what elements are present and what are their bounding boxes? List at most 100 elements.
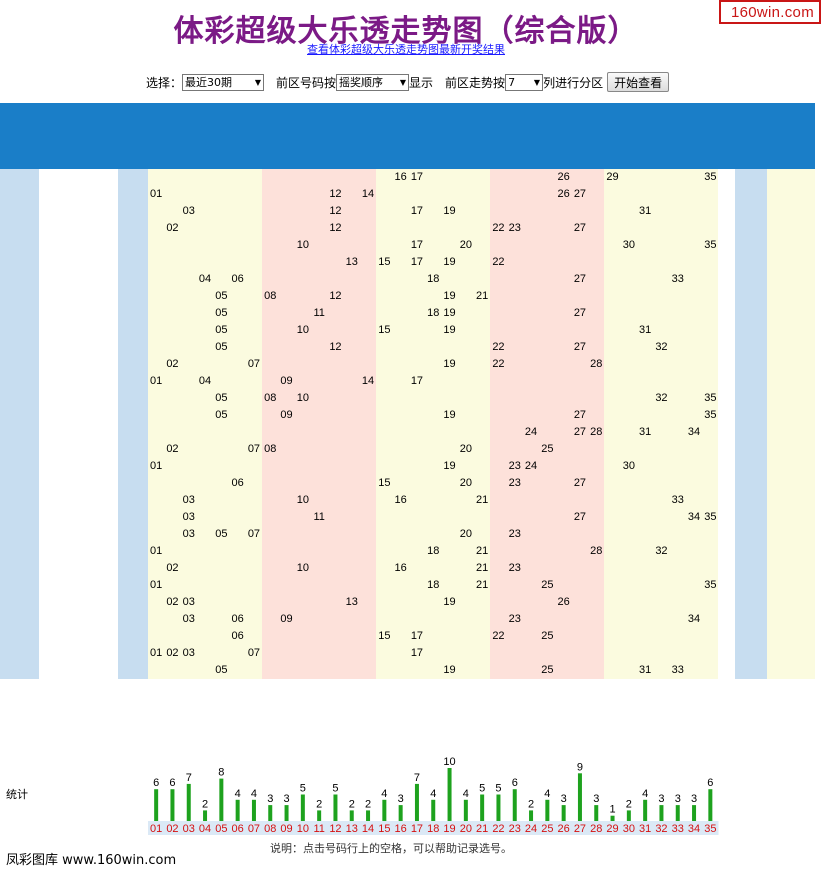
trend-cell[interactable] bbox=[458, 424, 474, 441]
trend-cell[interactable] bbox=[637, 577, 653, 594]
trend-cell[interactable] bbox=[197, 594, 213, 611]
trend-cell[interactable] bbox=[702, 458, 718, 475]
trend-cell[interactable] bbox=[295, 288, 311, 305]
trend-cell[interactable] bbox=[621, 543, 637, 560]
trend-cell[interactable] bbox=[441, 560, 457, 577]
trend-cell[interactable] bbox=[360, 424, 376, 441]
trend-cell[interactable] bbox=[213, 237, 229, 254]
trend-cell[interactable] bbox=[409, 475, 425, 492]
trend-cell[interactable] bbox=[393, 322, 409, 339]
trend-cell[interactable] bbox=[295, 186, 311, 203]
trend-cell[interactable] bbox=[181, 543, 197, 560]
trend-cell[interactable] bbox=[458, 186, 474, 203]
trend-hit[interactable]: 17 bbox=[410, 375, 424, 387]
trend-cell[interactable] bbox=[327, 407, 343, 424]
trend-cell[interactable] bbox=[344, 186, 360, 203]
trend-cell[interactable] bbox=[148, 254, 164, 271]
trend-cell[interactable] bbox=[360, 594, 376, 611]
trend-cell[interactable] bbox=[474, 458, 490, 475]
trend-cell[interactable] bbox=[164, 237, 180, 254]
trend-cell[interactable] bbox=[621, 662, 637, 679]
trend-cell[interactable] bbox=[458, 594, 474, 611]
trend-cell[interactable] bbox=[572, 441, 588, 458]
trend-cell[interactable] bbox=[458, 458, 474, 475]
trend-cell[interactable] bbox=[278, 475, 294, 492]
trend-hit[interactable]: 35 bbox=[704, 511, 717, 523]
trend-cell[interactable] bbox=[490, 373, 506, 390]
trend-cell[interactable] bbox=[393, 543, 409, 560]
trend-cell[interactable] bbox=[702, 662, 718, 679]
trend-hit[interactable]: 09 bbox=[280, 613, 293, 625]
trend-cell[interactable] bbox=[637, 560, 653, 577]
trend-cell[interactable] bbox=[572, 560, 588, 577]
columns-select[interactable]: 7 ▼ bbox=[505, 73, 544, 91]
trend-cell[interactable] bbox=[295, 526, 311, 543]
trend-cell[interactable] bbox=[230, 322, 246, 339]
trend-cell[interactable] bbox=[523, 271, 539, 288]
trend-cell[interactable] bbox=[637, 220, 653, 237]
trend-cell[interactable] bbox=[523, 390, 539, 407]
trend-cell[interactable] bbox=[556, 339, 572, 356]
trend-cell[interactable] bbox=[344, 339, 360, 356]
trend-cell[interactable] bbox=[637, 186, 653, 203]
trend-cell[interactable] bbox=[246, 492, 262, 509]
trend-cell[interactable] bbox=[311, 373, 327, 390]
trend-cell[interactable] bbox=[686, 526, 702, 543]
trend-cell[interactable] bbox=[588, 305, 604, 322]
trend-cell[interactable] bbox=[376, 645, 392, 662]
trend-cell[interactable] bbox=[246, 169, 262, 186]
trend-hit[interactable]: 17 bbox=[410, 256, 424, 268]
trend-cell[interactable] bbox=[278, 458, 294, 475]
trend-cell[interactable] bbox=[181, 254, 197, 271]
trend-cell[interactable] bbox=[360, 509, 376, 526]
trend-cell[interactable] bbox=[539, 390, 555, 407]
trend-cell[interactable] bbox=[393, 186, 409, 203]
trend-cell[interactable] bbox=[588, 169, 604, 186]
trend-cell[interactable] bbox=[507, 169, 523, 186]
trend-cell[interactable] bbox=[556, 492, 572, 509]
trend-cell[interactable] bbox=[344, 611, 360, 628]
trend-cell[interactable] bbox=[686, 186, 702, 203]
trend-cell[interactable] bbox=[213, 356, 229, 373]
trend-cell[interactable] bbox=[507, 407, 523, 424]
trend-cell[interactable] bbox=[230, 305, 246, 322]
trend-hit[interactable]: 27 bbox=[573, 426, 587, 438]
trend-cell[interactable] bbox=[670, 305, 686, 322]
trend-cell[interactable] bbox=[425, 645, 441, 662]
trend-cell[interactable] bbox=[702, 186, 718, 203]
trend-hit[interactable]: 10 bbox=[296, 324, 309, 336]
trend-cell[interactable] bbox=[507, 254, 523, 271]
trend-cell[interactable] bbox=[311, 356, 327, 373]
trend-cell[interactable] bbox=[197, 458, 213, 475]
trend-cell[interactable] bbox=[393, 305, 409, 322]
trend-cell[interactable] bbox=[474, 254, 490, 271]
trend-cell[interactable] bbox=[327, 492, 343, 509]
trend-cell[interactable] bbox=[686, 356, 702, 373]
trend-cell[interactable] bbox=[295, 577, 311, 594]
trend-cell[interactable] bbox=[197, 237, 213, 254]
trend-cell[interactable] bbox=[556, 441, 572, 458]
trend-cell[interactable] bbox=[490, 458, 506, 475]
trend-cell[interactable] bbox=[230, 407, 246, 424]
trend-hit[interactable]: 01 bbox=[150, 545, 163, 557]
trend-cell[interactable] bbox=[376, 186, 392, 203]
trend-cell[interactable] bbox=[197, 356, 213, 373]
trend-cell[interactable] bbox=[686, 220, 702, 237]
trend-hit[interactable]: 05 bbox=[215, 528, 228, 540]
trend-cell[interactable] bbox=[474, 611, 490, 628]
trend-cell[interactable] bbox=[604, 305, 620, 322]
trend-hit[interactable]: 20 bbox=[459, 239, 472, 251]
trend-hit[interactable]: 27 bbox=[573, 307, 587, 319]
trend-cell[interactable] bbox=[246, 594, 262, 611]
trend-cell[interactable] bbox=[523, 475, 539, 492]
trend-cell[interactable] bbox=[246, 543, 262, 560]
trend-cell[interactable] bbox=[441, 237, 457, 254]
trend-cell[interactable] bbox=[262, 577, 278, 594]
site-brand-logo[interactable]: 160win.com bbox=[718, 0, 821, 24]
trend-cell[interactable] bbox=[148, 560, 164, 577]
trend-hit[interactable]: 17 bbox=[410, 171, 424, 183]
trend-cell[interactable] bbox=[507, 322, 523, 339]
trend-cell[interactable] bbox=[262, 662, 278, 679]
trend-cell[interactable] bbox=[278, 543, 294, 560]
trend-cell[interactable] bbox=[230, 492, 246, 509]
